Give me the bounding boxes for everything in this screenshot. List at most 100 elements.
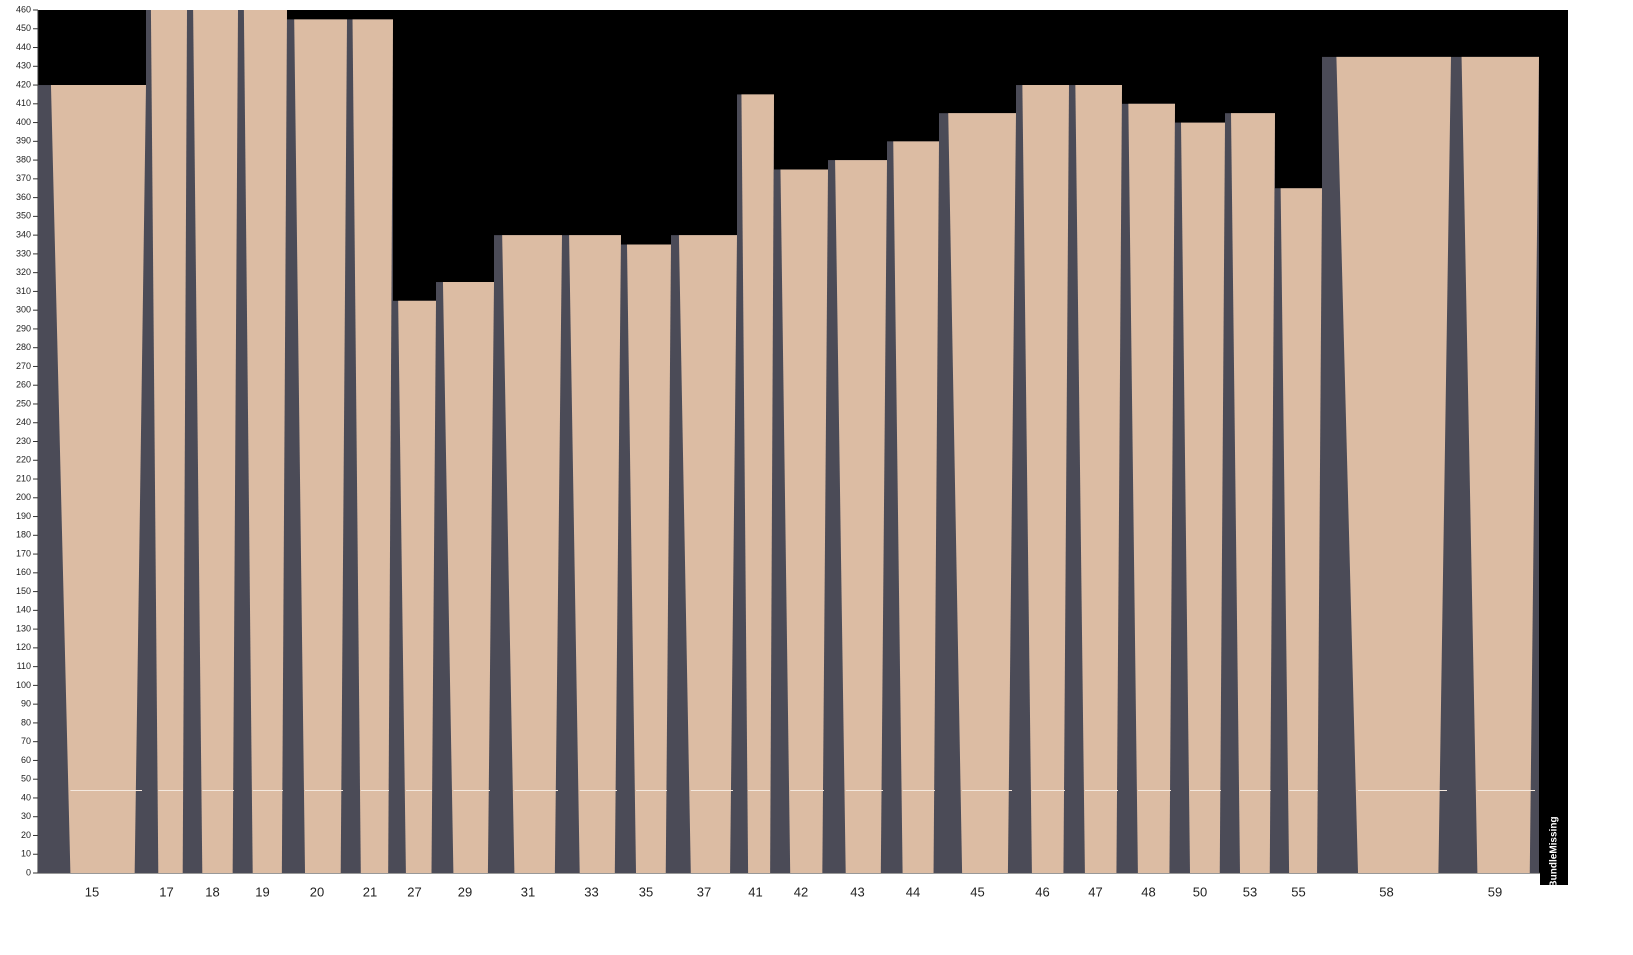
y-tick-label: 280 — [16, 342, 31, 352]
x-tick-label: 15 — [85, 884, 99, 899]
y-tick-label: 380 — [16, 154, 31, 164]
wood-face — [193, 10, 238, 873]
y-tick-label: 160 — [16, 567, 31, 577]
y-tick-label: 290 — [16, 323, 31, 333]
wood-face — [569, 235, 621, 873]
y-tick-label: 400 — [16, 117, 31, 127]
wood-face — [1022, 85, 1069, 874]
y-tick-label: 90 — [21, 699, 31, 709]
x-tick-label: 37 — [697, 884, 711, 899]
y-tick-label: 270 — [16, 361, 31, 371]
y-tick-label: 440 — [16, 42, 31, 52]
y-tick-label: 200 — [16, 492, 31, 502]
wood-face — [442, 282, 494, 874]
y-tick-label: 140 — [16, 605, 31, 615]
y-tick-label: 10 — [21, 849, 31, 859]
y-tick-label: 340 — [16, 230, 31, 240]
y-tick-label: 110 — [17, 661, 31, 671]
x-tick-label: 48 — [1141, 884, 1155, 899]
wood-face — [1181, 122, 1225, 874]
wood-face — [1128, 103, 1175, 874]
wood-face — [1461, 56, 1539, 874]
x-tick-label: 59 — [1488, 884, 1502, 899]
wood-face — [294, 19, 347, 874]
x-tick-label: 44 — [906, 884, 920, 899]
wood-face — [352, 19, 393, 874]
y-tick-label: 100 — [16, 680, 31, 690]
x-tick-label: 46 — [1035, 884, 1049, 899]
wood-face — [627, 244, 671, 873]
x-tick-label: 58 — [1379, 884, 1393, 899]
x-tick-label: 47 — [1088, 884, 1102, 899]
y-tick-label: 460 — [16, 4, 31, 14]
y-tick-label: 360 — [16, 192, 31, 202]
y-tick-label: 240 — [16, 417, 31, 427]
x-tick-label: 50 — [1193, 884, 1207, 899]
y-tick-label: 390 — [16, 136, 31, 146]
x-tick-label: 31 — [521, 884, 535, 899]
y-tick-label: 350 — [16, 211, 31, 221]
y-tick-label: 80 — [21, 717, 31, 727]
wood-face — [150, 10, 187, 873]
wood-face — [398, 300, 436, 874]
wood-face — [678, 235, 737, 873]
y-tick-label: 330 — [16, 248, 31, 258]
wood-face — [893, 141, 939, 874]
x-tick-label: 20 — [310, 884, 324, 899]
wood-face — [741, 94, 774, 874]
y-tick-label: 450 — [16, 23, 31, 33]
wood-face — [1231, 113, 1275, 873]
x-tick-label: 18 — [205, 884, 219, 899]
y-tick-label: 420 — [16, 79, 31, 89]
x-tick-label: 21 — [363, 884, 377, 899]
wood-face — [1280, 188, 1322, 873]
y-tick-label: 320 — [16, 267, 31, 277]
side-label: BundleMissing — [1549, 816, 1560, 887]
y-tick-label: 190 — [16, 511, 31, 521]
x-tick-label: 55 — [1291, 884, 1305, 899]
y-tick-label: 430 — [16, 61, 31, 71]
y-tick-label: 50 — [21, 774, 31, 784]
y-tick-label: 220 — [16, 455, 31, 465]
wood-face — [243, 10, 287, 873]
y-tick-label: 170 — [16, 548, 31, 558]
x-tick-label: 45 — [970, 884, 984, 899]
x-tick-label: 53 — [1243, 884, 1257, 899]
x-tick-label: 19 — [255, 884, 269, 899]
y-tick-label: 150 — [16, 586, 31, 596]
y-tick-label: 370 — [16, 173, 31, 183]
y-tick-label: 70 — [21, 736, 31, 746]
side-panel — [1540, 10, 1568, 885]
y-tick-label: 230 — [16, 436, 31, 446]
wood-face — [780, 169, 828, 873]
y-tick-label: 20 — [21, 830, 31, 840]
x-tick-label: 17 — [159, 884, 173, 899]
y-tick-label: 180 — [16, 530, 31, 540]
y-tick-label: 260 — [16, 380, 31, 390]
y-tick-label: 210 — [16, 473, 31, 483]
wood-face — [1336, 56, 1451, 874]
y-tick-label: 250 — [16, 398, 31, 408]
wood-face — [1075, 85, 1122, 874]
wood-face — [948, 113, 1016, 873]
y-tick-label: 410 — [16, 98, 31, 108]
x-tick-label: 27 — [407, 884, 421, 899]
y-tick-label: 120 — [16, 642, 31, 652]
y-tick-label: 300 — [16, 305, 31, 315]
x-tick-label: 29 — [458, 884, 472, 899]
y-tick-label: 30 — [21, 811, 31, 821]
y-tick-label: 60 — [21, 755, 31, 765]
wood-face — [502, 235, 562, 873]
x-tick-label: 42 — [794, 884, 808, 899]
wood-face — [835, 160, 887, 873]
x-tick-label: 43 — [850, 884, 864, 899]
x-tick-label: 33 — [584, 884, 598, 899]
x-tick-label: 35 — [639, 884, 653, 899]
y-tick-label: 310 — [16, 286, 31, 296]
wood-face — [50, 85, 146, 874]
y-tick-label: 130 — [16, 623, 31, 633]
y-tick-label: 0 — [26, 867, 31, 877]
x-tick-label: 41 — [748, 884, 762, 899]
